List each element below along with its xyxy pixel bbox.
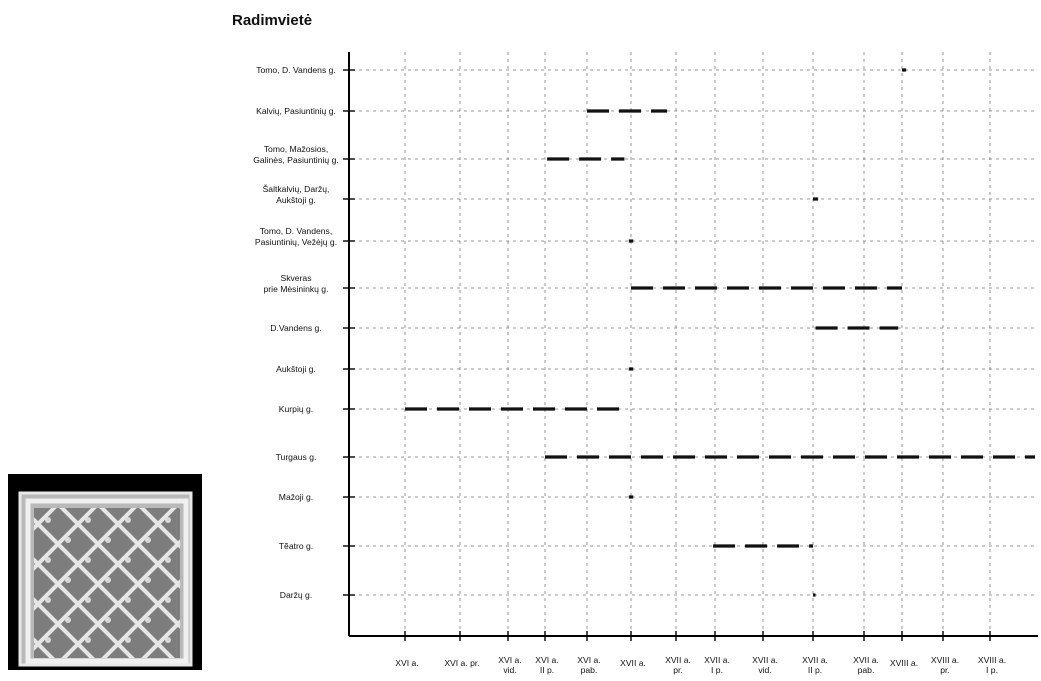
- row-label: Tomo, Mažosios, Galinės, Pasiuntinių g.: [253, 144, 339, 165]
- x-tick-label: XVIII a.: [890, 658, 918, 668]
- x-tick-label: XVII a. vid.: [752, 655, 778, 675]
- x-tick-label: XVII a. I p.: [704, 655, 730, 675]
- tile-photo-image: [8, 474, 202, 670]
- x-tick-label: XVI a. pr.: [444, 658, 479, 668]
- row-label: Turgaus g.: [276, 452, 317, 462]
- x-tick-label: XVI a.: [395, 658, 418, 668]
- x-tick-label: XVII a. pr.: [665, 655, 691, 675]
- row-label: Aukštoji g.: [276, 364, 316, 374]
- row-label: Skveras prie Mėsininkų g.: [264, 273, 329, 294]
- row-label: Mažoji g.: [279, 492, 313, 502]
- row-label: D.Vandens g.: [270, 323, 321, 333]
- row-label: Kurpių g.: [279, 404, 313, 414]
- x-tick-labels: XVI a. XVI a. pr. XVI a. vid. XVI a. II p. XVI…: [395, 655, 1006, 675]
- row-label: Tomo, D. Vandens, Pasiuntinių, Vežėjų g.: [255, 226, 337, 247]
- period-bars: [405, 68, 1035, 597]
- decorative-tile-photo: [8, 474, 202, 670]
- x-tick-label: XVI a. II p.: [535, 655, 558, 675]
- row-labels: Tomo, D. Vandens g. Kalvių, Pasiuntinių g…: [253, 65, 339, 600]
- row-label: Tẽatro g.: [279, 541, 313, 551]
- chart-title: Radimvietė: [232, 12, 312, 29]
- x-tick-label: XVI a. pab.: [577, 655, 600, 675]
- row-label: Daržų g.: [280, 590, 312, 600]
- x-tick-label: XVIII a. pr.: [931, 655, 959, 675]
- row-label: Tomo, D. Vandens g.: [256, 65, 336, 75]
- x-tick-label: XVII a.: [620, 658, 646, 668]
- grid: [343, 52, 1038, 641]
- x-tick-label: XVIII a. I p.: [978, 655, 1006, 675]
- x-tick-label: XVII a. pab.: [853, 655, 879, 675]
- row-label: Kalvių, Pasiuntinių g.: [256, 106, 336, 116]
- x-tick-label: XVI a. vid.: [498, 655, 521, 675]
- x-tick-label: XVII a. II p.: [802, 655, 828, 675]
- row-label: Šaltkalvių, Daržų, Aukštoji g.: [263, 184, 330, 205]
